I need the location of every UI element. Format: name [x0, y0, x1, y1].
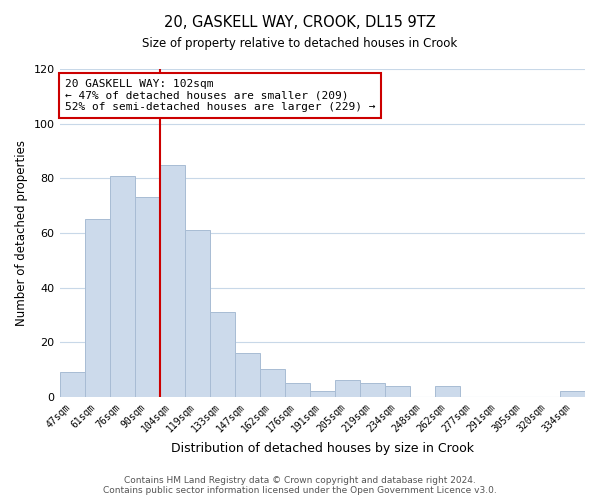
Bar	[560, 392, 585, 397]
Bar	[385, 386, 410, 397]
Bar	[134, 198, 160, 397]
Bar	[260, 370, 285, 397]
Bar	[310, 392, 335, 397]
Bar	[110, 176, 134, 397]
Bar	[185, 230, 209, 397]
Bar	[360, 383, 385, 397]
Text: 20, GASKELL WAY, CROOK, DL15 9TZ: 20, GASKELL WAY, CROOK, DL15 9TZ	[164, 15, 436, 30]
Text: Contains HM Land Registry data © Crown copyright and database right 2024.
Contai: Contains HM Land Registry data © Crown c…	[103, 476, 497, 495]
Bar	[435, 386, 460, 397]
Bar	[160, 164, 185, 397]
X-axis label: Distribution of detached houses by size in Crook: Distribution of detached houses by size …	[171, 442, 474, 455]
Bar	[285, 383, 310, 397]
Bar	[335, 380, 360, 397]
Y-axis label: Number of detached properties: Number of detached properties	[15, 140, 28, 326]
Text: Size of property relative to detached houses in Crook: Size of property relative to detached ho…	[142, 38, 458, 51]
Text: 20 GASKELL WAY: 102sqm
← 47% of detached houses are smaller (209)
52% of semi-de: 20 GASKELL WAY: 102sqm ← 47% of detached…	[65, 79, 375, 112]
Bar	[209, 312, 235, 397]
Bar	[235, 353, 260, 397]
Bar	[85, 219, 110, 397]
Bar	[59, 372, 85, 397]
